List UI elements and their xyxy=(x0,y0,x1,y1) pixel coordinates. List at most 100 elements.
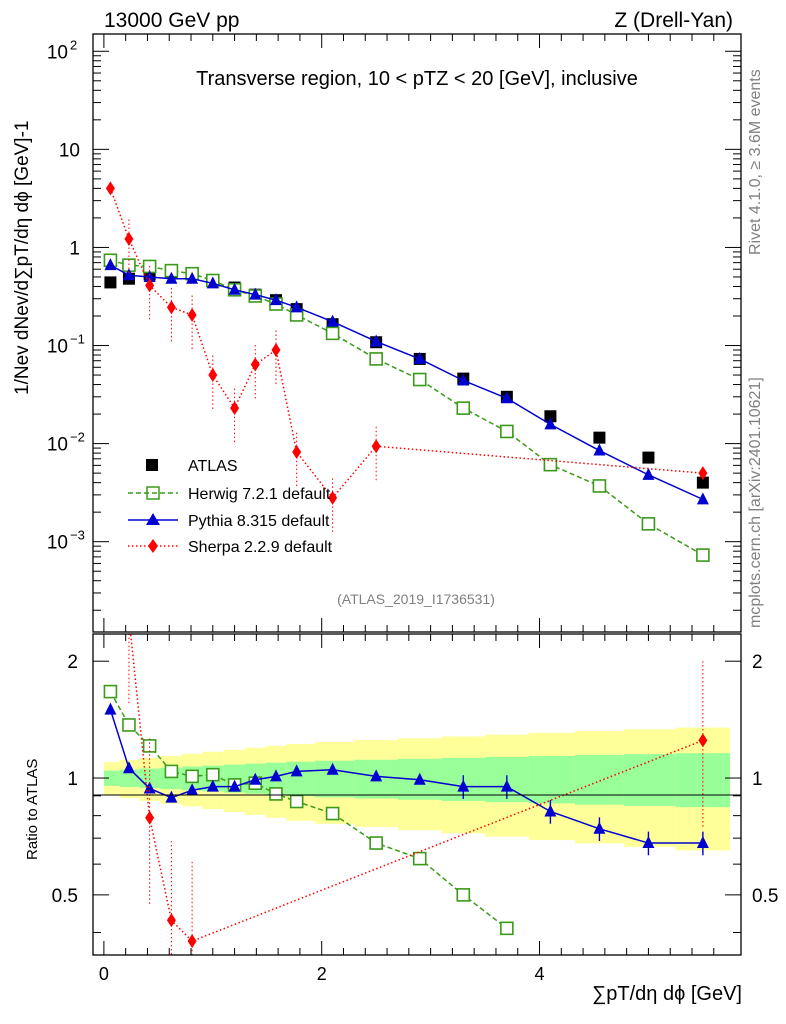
point-herwig xyxy=(543,457,558,472)
point-pythia xyxy=(269,293,282,306)
band-inner xyxy=(528,755,575,804)
point-sherpa xyxy=(698,466,708,481)
point-atlas xyxy=(593,431,606,444)
point-pythia xyxy=(593,443,606,456)
point-atlas xyxy=(104,276,117,289)
point-pythia xyxy=(122,268,135,281)
point-pythia xyxy=(206,276,219,289)
legend: ATLAS Herwig 7.2.1 default Pythia 8.315 … xyxy=(128,458,333,556)
plot-title: Transverse region, 10 < pTZ < 20 [GeV], … xyxy=(196,68,638,90)
ratio-point-pythia xyxy=(593,821,606,834)
point-sherpa xyxy=(250,357,260,372)
ratio-y-tick-label: 0.5 xyxy=(52,886,78,907)
ratio-point-pythia xyxy=(186,783,199,796)
point-pythia xyxy=(290,300,303,313)
main-ylabel: 1/Nev dNev/d∑pT/dη dϕ [GeV]-1 xyxy=(12,121,33,395)
point-pythia xyxy=(143,269,156,282)
point-sherpa xyxy=(208,368,218,383)
ratio-point-herwig xyxy=(122,718,136,732)
y-tick-exponent: −2 xyxy=(70,430,85,445)
ratio-line-sherpa xyxy=(129,634,704,943)
point-herwig xyxy=(325,326,340,341)
header-right: Z (Drell-Yan) xyxy=(614,9,733,32)
point-pythia xyxy=(104,258,117,271)
point-herwig xyxy=(369,352,383,366)
ratio-point-pythia xyxy=(290,764,303,777)
line-sherpa xyxy=(109,188,703,500)
point-pythia xyxy=(457,373,470,386)
y-tick-label: 10 xyxy=(59,140,80,161)
main-plot-marks xyxy=(103,181,710,562)
ratio-point-herwig xyxy=(103,684,118,699)
ratio-point-herwig xyxy=(325,806,340,821)
ratio-point-pythia xyxy=(642,836,655,849)
point-pythia xyxy=(228,282,241,295)
ratio-point-sherpa xyxy=(698,733,708,748)
ratio-point-sherpa xyxy=(106,401,115,415)
band-inner xyxy=(103,770,120,786)
line-herwig xyxy=(110,259,704,556)
ratio-frame xyxy=(92,633,742,956)
ratio-point-herwig xyxy=(289,794,304,809)
ratio-point-pythia xyxy=(370,769,383,782)
point-pythia xyxy=(249,287,262,300)
ratio-point-pythia xyxy=(228,779,241,792)
point-pythia xyxy=(642,467,655,480)
y-tick-exponent: −1 xyxy=(70,332,85,347)
point-sherpa xyxy=(328,490,338,505)
ratio-y-tick-label-right: 2 xyxy=(752,652,763,673)
legend-marker-herwig xyxy=(146,486,160,500)
ratio-y-tick-label: 1 xyxy=(67,769,78,790)
ratio-y-tick-label-right: 1 xyxy=(752,769,763,790)
point-pythia xyxy=(696,492,709,505)
point-pythia xyxy=(326,314,339,327)
point-pythia xyxy=(370,334,383,347)
ratio-point-herwig xyxy=(412,851,427,866)
band-inner xyxy=(574,755,624,805)
y-tick-label: 10 xyxy=(47,337,68,358)
legend-marker-sherpa xyxy=(148,539,158,553)
point-pythia xyxy=(544,417,557,430)
y-tick-label: 10 xyxy=(47,42,68,63)
point-herwig xyxy=(456,401,471,415)
x-tick-label: 0 xyxy=(99,964,109,984)
legend-label-pythia: Pythia 8.315 default xyxy=(188,513,330,530)
point-sherpa xyxy=(271,343,281,358)
ratio-y-tick-label-right: 0.5 xyxy=(752,886,778,907)
band-inner xyxy=(286,761,315,797)
ratio-point-sherpa xyxy=(145,810,155,825)
ratio-point-pythia xyxy=(457,779,470,792)
ratio-point-herwig xyxy=(164,764,179,779)
legend-marker-pythia xyxy=(146,513,160,525)
band-inner xyxy=(314,760,355,798)
ratio-point-pythia xyxy=(104,702,117,715)
point-atlas xyxy=(696,476,709,489)
ratio-point-herwig xyxy=(500,921,514,936)
point-sherpa xyxy=(145,278,155,293)
point-herwig xyxy=(412,372,427,387)
header-left: 13000 GeV pp xyxy=(104,9,239,32)
point-atlas xyxy=(642,451,655,464)
point-sherpa xyxy=(166,300,176,315)
main-frame xyxy=(92,33,742,633)
point-atlas xyxy=(544,410,557,423)
band-inner xyxy=(623,754,676,806)
y-tick-label: 10 xyxy=(47,533,68,554)
y-tick-exponent: −3 xyxy=(70,528,85,543)
y-tick-exponent: 2 xyxy=(70,37,77,52)
ratio-ylabel: Ratio to ATLAS xyxy=(24,759,41,860)
mcplots-label: mcplots.cern.ch [arXiv:2401.10621] xyxy=(747,377,764,628)
point-pythia xyxy=(165,271,178,284)
ratio-point-pythia xyxy=(249,772,262,785)
y-tick-label: 10 xyxy=(47,435,68,456)
xlabel: ∑pT/dη dϕ [GeV] xyxy=(592,983,742,1005)
x-tick-label: 2 xyxy=(317,964,327,984)
ratio-point-herwig xyxy=(456,888,471,902)
ratio-point-pythia xyxy=(500,779,513,792)
ratio-point-pythia xyxy=(413,772,426,785)
point-herwig xyxy=(592,479,607,493)
legend-label-atlas: ATLAS xyxy=(188,458,238,475)
ratio-point-herwig xyxy=(269,787,283,801)
rivet-label: Rivet 4.1.0, ≥ 3.6M events xyxy=(747,69,764,255)
